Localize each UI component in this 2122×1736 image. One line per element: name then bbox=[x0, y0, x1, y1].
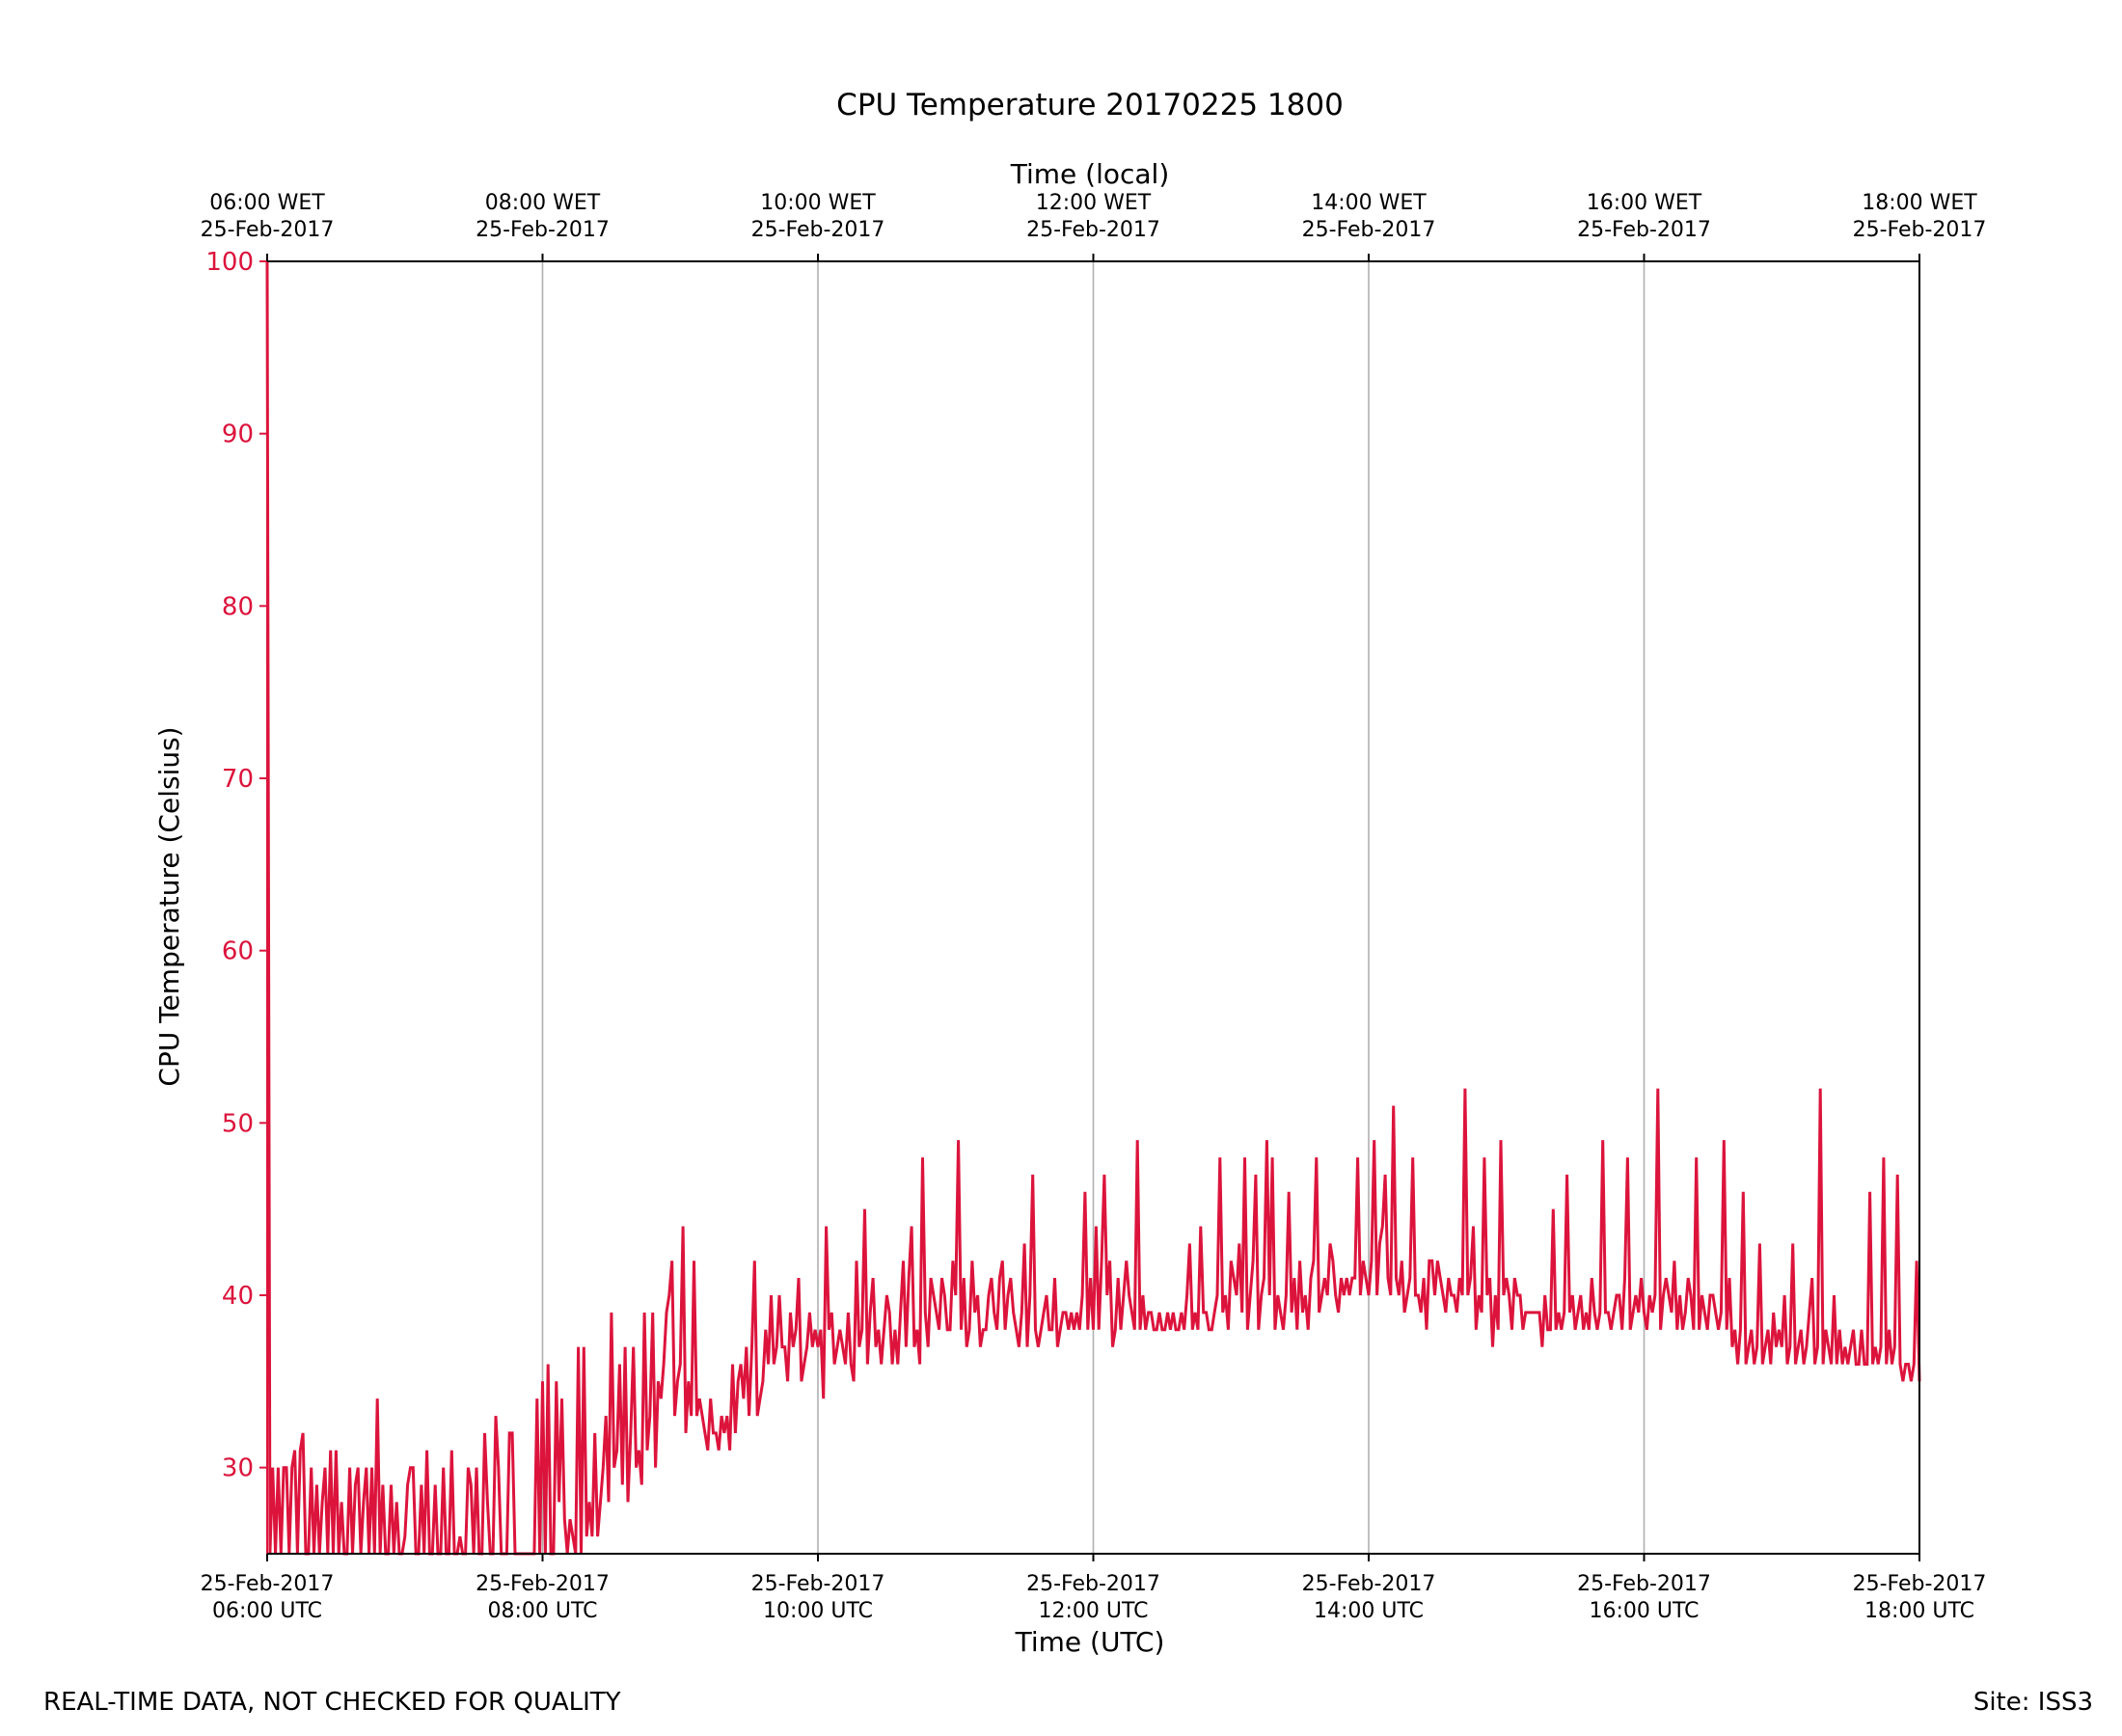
x-bottom-tick-date-6: 25-Feb-2017 bbox=[1853, 1572, 1987, 1596]
quality-disclaimer: REAL-TIME DATA, NOT CHECKED FOR QUALITY bbox=[43, 1688, 621, 1717]
y-axis-ticks: 30 40 50 60 70 80 90 100 bbox=[205, 248, 267, 1483]
x-bottom-tick-date-4: 25-Feb-2017 bbox=[1302, 1572, 1436, 1596]
x-axis-top-ticks: 06:00 WET 25-Feb-2017 08:00 WET 25-Feb-2017… bbox=[201, 191, 1987, 261]
y-tick-label-7: 100 bbox=[205, 248, 254, 277]
y-tick-label-4: 70 bbox=[222, 765, 254, 794]
x-top-tick-time-2: 10:00 WET bbox=[760, 191, 876, 215]
x-top-tick-date-6: 25-Feb-2017 bbox=[1853, 218, 1987, 242]
x-bottom-tick-time-6: 18:00 UTC bbox=[1864, 1599, 1974, 1623]
x-bottom-tick-date-2: 25-Feb-2017 bbox=[751, 1572, 885, 1596]
x-top-tick-time-3: 12:00 WET bbox=[1036, 191, 1152, 215]
y-tick-label-5: 80 bbox=[222, 592, 254, 621]
bottom-axis-title: Time (UTC) bbox=[1015, 1626, 1165, 1658]
x-bottom-tick-time-3: 12:00 UTC bbox=[1038, 1599, 1148, 1623]
x-top-tick-date-3: 25-Feb-2017 bbox=[1026, 218, 1160, 242]
x-top-tick-date-5: 25-Feb-2017 bbox=[1577, 218, 1711, 242]
y-tick-label-3: 60 bbox=[222, 937, 254, 966]
y-tick-label-1: 40 bbox=[222, 1282, 254, 1311]
series-layer bbox=[265, 260, 1921, 1556]
x-bottom-tick-date-0: 25-Feb-2017 bbox=[201, 1572, 335, 1596]
y-tick-label-0: 30 bbox=[222, 1454, 254, 1483]
x-top-tick-time-1: 08:00 WET bbox=[485, 191, 601, 215]
x-bottom-tick-date-3: 25-Feb-2017 bbox=[1026, 1572, 1160, 1596]
y-axis-title: CPU Temperature (Celsius) bbox=[153, 726, 185, 1086]
x-bottom-tick-time-5: 16:00 UTC bbox=[1589, 1599, 1699, 1623]
x-top-tick-time-5: 16:00 WET bbox=[1587, 191, 1702, 215]
x-top-tick-date-1: 25-Feb-2017 bbox=[476, 218, 610, 242]
x-bottom-tick-time-0: 06:00 UTC bbox=[212, 1599, 322, 1623]
x-top-tick-date-4: 25-Feb-2017 bbox=[1302, 218, 1436, 242]
chart-title: CPU Temperature 20170225 1800 bbox=[836, 88, 1344, 122]
x-bottom-tick-time-2: 10:00 UTC bbox=[763, 1599, 873, 1623]
x-top-tick-date-0: 25-Feb-2017 bbox=[201, 218, 335, 242]
x-axis-bottom-ticks: 25-Feb-2017 06:00 UTC 25-Feb-2017 08:00 UTC… bbox=[201, 1554, 1987, 1623]
vertical-gridlines bbox=[541, 261, 1646, 1554]
x-top-tick-time-0: 06:00 WET bbox=[209, 191, 325, 215]
top-axis-title: Time (local) bbox=[1010, 158, 1170, 190]
x-top-tick-time-6: 18:00 WET bbox=[1862, 191, 1977, 215]
site-label: Site: ISS3 bbox=[1973, 1688, 2093, 1717]
x-bottom-tick-date-1: 25-Feb-2017 bbox=[476, 1572, 610, 1596]
series-line-0 bbox=[265, 260, 1921, 1556]
x-top-tick-date-2: 25-Feb-2017 bbox=[751, 218, 885, 242]
x-bottom-tick-date-5: 25-Feb-2017 bbox=[1577, 1572, 1711, 1596]
y-tick-label-2: 50 bbox=[222, 1109, 254, 1138]
x-bottom-tick-time-4: 14:00 UTC bbox=[1314, 1599, 1424, 1623]
y-tick-label-6: 90 bbox=[222, 420, 254, 449]
x-top-tick-time-4: 14:00 WET bbox=[1311, 191, 1427, 215]
x-bottom-tick-time-1: 08:00 UTC bbox=[487, 1599, 597, 1623]
